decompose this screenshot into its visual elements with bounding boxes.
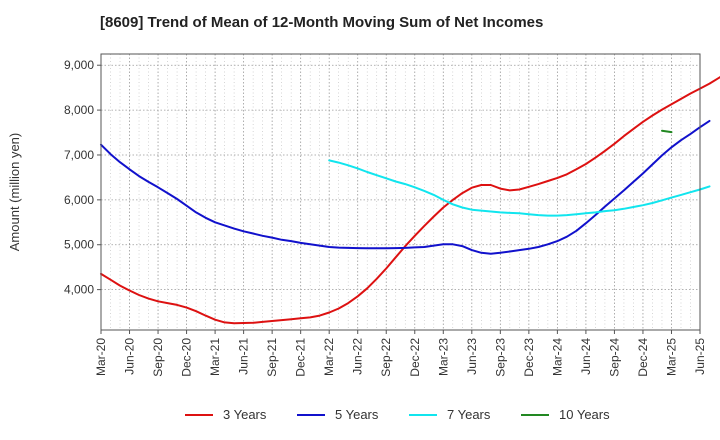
chart-title: [8609] Trend of Mean of 12-Month Moving … [100, 14, 544, 31]
legend-item-10-years: 10 Years [521, 407, 610, 422]
y-tick-label: 7,000 [64, 148, 94, 162]
y-tick-label: 6,000 [64, 193, 94, 207]
legend-label: 3 Years [223, 407, 267, 422]
legend-item-3-years: 3 Years [185, 407, 267, 422]
x-tick-label: Jun-20 [123, 338, 137, 375]
legend-item-7-years: 7 Years [409, 407, 491, 422]
x-tick-label: Mar-23 [436, 338, 450, 376]
grid [100, 54, 701, 330]
series-line-10-years [661, 129, 673, 134]
x-tick-label: Sep-21 [265, 338, 279, 377]
x-tick-label: Jun-22 [351, 338, 365, 375]
legend-label: 7 Years [447, 407, 491, 422]
y-tick-label: 8,000 [64, 103, 94, 117]
x-tick-label: Dec-20 [180, 338, 194, 377]
x-tick-label: Jun-21 [237, 338, 251, 375]
x-tick-label: Sep-20 [151, 338, 165, 377]
x-tick-label: Jun-23 [465, 338, 479, 375]
series-lines [100, 76, 720, 325]
y-tick-label: 9,000 [64, 58, 94, 72]
y-tick-label: 4,000 [64, 283, 94, 297]
x-tick-label: Dec-22 [408, 338, 422, 377]
plot-frame [100, 53, 701, 331]
y-axis: 4,000 5,000 6,000 7,000 8,000 9,000 [64, 58, 101, 297]
x-tick-label: Sep-23 [493, 338, 507, 377]
x-tick-label: Mar-25 [664, 338, 678, 376]
y-tick-label: 5,000 [64, 238, 94, 252]
x-tick-label: Sep-22 [379, 338, 393, 377]
x-tick-label: Jun-24 [579, 338, 593, 375]
x-tick-label: Dec-23 [522, 338, 536, 377]
series-line-3-years [100, 76, 720, 325]
x-tick-label: Dec-24 [636, 338, 650, 377]
legend-label: 5 Years [335, 407, 379, 422]
x-tick-label: Dec-21 [294, 338, 308, 377]
x-tick-label: Mar-24 [550, 338, 564, 376]
legend: 3 Years 5 Years 7 Years 10 Years [185, 407, 610, 422]
x-tick-label: Mar-20 [94, 338, 108, 376]
x-tick-label: Jun-25 [693, 338, 707, 375]
series-line-5-years [100, 119, 711, 255]
x-tick-label: Mar-21 [208, 338, 222, 376]
x-tick-label: Mar-22 [322, 338, 336, 376]
x-tick-label: Sep-24 [607, 338, 621, 377]
plot-area [101, 54, 700, 330]
legend-label: 10 Years [559, 407, 610, 422]
legend-item-5-years: 5 Years [297, 407, 379, 422]
x-axis: Mar-20 Jun-20 Sep-20 Dec-20 Mar-21 Jun-21 Sep-… [94, 330, 707, 377]
series-line-7-years [328, 159, 711, 217]
y-axis-label: Amount (million yen) [7, 133, 22, 252]
